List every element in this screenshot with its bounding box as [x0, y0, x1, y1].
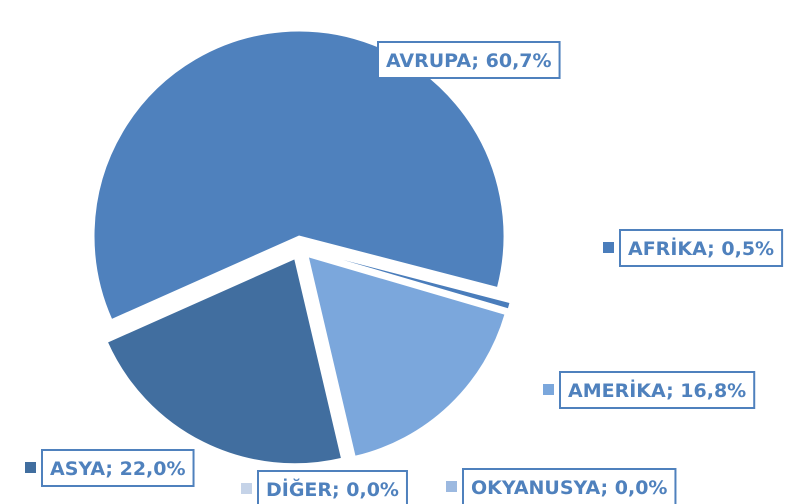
pie-slice [311, 250, 511, 310]
label-text: AMERİKA; 16,8% [568, 378, 746, 402]
separator: ; [332, 479, 346, 501]
data-label: DİĞER; 0,0% [241, 470, 408, 504]
separator: ; [707, 238, 721, 260]
legend-key [603, 242, 614, 253]
category-name: AFRİKA [628, 236, 707, 260]
legend-key [241, 483, 252, 494]
label-text: OKYANUSYA; 0,0% [471, 477, 667, 499]
value-label: 0,5% [721, 238, 774, 260]
data-label: AVRUPA; 60,7% [377, 41, 561, 79]
legend-key [25, 462, 36, 473]
legend-key [446, 481, 457, 492]
category-name: OKYANUSYA [471, 477, 601, 499]
value-label: 22,0% [120, 458, 186, 480]
label-box [462, 468, 677, 504]
value-label: 60,7% [486, 50, 552, 72]
legend-key [543, 384, 554, 395]
category-name: AMERİKA [568, 378, 666, 402]
value-label: 0,0% [615, 477, 668, 499]
separator: ; [601, 477, 615, 499]
label-box [619, 229, 784, 267]
value-label: 0,0% [346, 479, 399, 501]
label-text: DİĞER; 0,0% [266, 477, 399, 501]
label-text: AVRUPA; 60,7% [386, 50, 552, 72]
data-label: AFRİKA; 0,5% [603, 229, 784, 267]
category-name: ASYA [50, 458, 105, 480]
label-text: ASYA; 22,0% [50, 458, 186, 480]
label-box [559, 371, 756, 409]
category-name: AVRUPA [386, 50, 471, 72]
data-label: OKYANUSYA; 0,0% [446, 468, 677, 504]
pie-slice [106, 258, 343, 465]
data-label: AMERİKA; 16,8% [543, 371, 756, 409]
value-label: 16,8% [680, 380, 746, 402]
separator: ; [105, 458, 119, 480]
label-box [257, 470, 408, 504]
pie-slice [307, 255, 506, 457]
pie-slice [93, 30, 505, 321]
separator: ; [666, 380, 680, 402]
data-label: ASYA; 22,0% [25, 449, 195, 487]
pie-slice [302, 259, 351, 460]
label-box [41, 449, 195, 487]
label-text: AFRİKA; 0,5% [628, 236, 774, 260]
category-name: DİĞER [266, 477, 332, 501]
label-box [377, 41, 561, 79]
separator: ; [471, 50, 485, 72]
